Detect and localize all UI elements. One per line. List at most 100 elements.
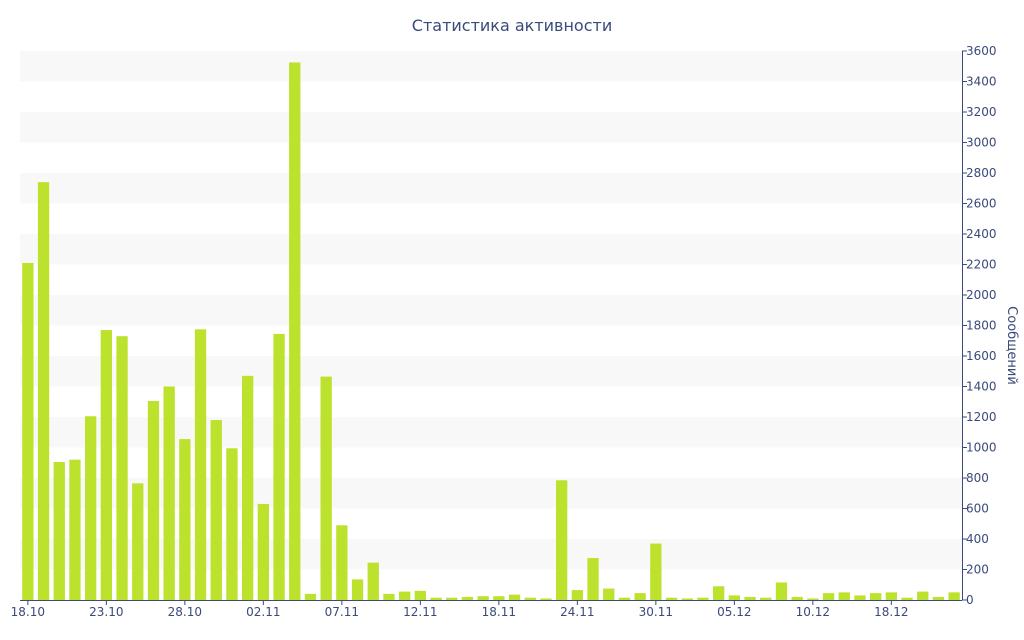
bar-series (22, 62, 960, 601)
bar-20[interactable] (336, 525, 348, 600)
bar-52[interactable] (838, 592, 850, 601)
y-tick-label: 600 (966, 502, 989, 516)
grid-band (20, 112, 962, 143)
x-tick-label: 28.10 (168, 605, 202, 619)
bar-4[interactable] (85, 416, 97, 600)
bar-35[interactable] (571, 590, 583, 600)
bar-5[interactable] (100, 330, 112, 600)
y-tick-label: 2000 (966, 288, 997, 302)
bar-37[interactable] (603, 588, 615, 600)
bar-11[interactable] (194, 329, 207, 600)
y-tick-label: 3400 (966, 75, 997, 89)
bar-8[interactable] (147, 400, 160, 600)
bar-55[interactable] (885, 592, 897, 601)
x-tick-label: 30.11 (639, 605, 673, 619)
bar-9[interactable] (163, 386, 175, 601)
bar-59[interactable] (948, 592, 960, 601)
x-tick-label: 12.11 (403, 605, 437, 619)
y-tick-label: 3000 (966, 136, 997, 150)
bar-53[interactable] (854, 595, 866, 600)
bar-32[interactable] (524, 597, 536, 600)
bar-27[interactable] (446, 597, 458, 600)
grid-bands (20, 51, 962, 570)
bar-46[interactable] (744, 596, 756, 600)
bar-24[interactable] (399, 591, 411, 600)
grid-band (20, 51, 962, 82)
grid-band (20, 356, 962, 387)
bar-44[interactable] (713, 586, 725, 600)
x-tick-label: 02.11 (246, 605, 280, 619)
bar-25[interactable] (414, 590, 426, 600)
bar-51[interactable] (822, 593, 835, 600)
bar-48[interactable] (775, 582, 788, 600)
bar-33[interactable] (540, 598, 552, 600)
bar-50[interactable] (807, 598, 819, 600)
x-tick-label: 18.12 (874, 605, 908, 619)
bar-31[interactable] (508, 594, 521, 600)
bar-54[interactable] (870, 593, 882, 600)
bar-12[interactable] (210, 420, 222, 600)
x-tick-label: 23.10 (89, 605, 123, 619)
bar-40[interactable] (650, 543, 662, 600)
chart-title: Статистика активности (412, 16, 612, 35)
bar-15[interactable] (257, 503, 269, 600)
bar-21[interactable] (351, 579, 364, 600)
bar-56[interactable] (901, 597, 913, 600)
bar-6[interactable] (116, 336, 128, 600)
bar-2[interactable] (53, 461, 65, 600)
bar-0[interactable] (22, 262, 34, 600)
bar-1[interactable] (37, 182, 50, 600)
bar-49[interactable] (791, 596, 803, 600)
bar-58[interactable] (932, 596, 945, 600)
bar-17[interactable] (289, 62, 301, 600)
bar-23[interactable] (383, 593, 395, 600)
bar-39[interactable] (634, 593, 646, 600)
y-tick-label: 1400 (966, 380, 997, 394)
bar-28[interactable] (461, 596, 474, 600)
y-tick-label: 2800 (966, 166, 997, 180)
bar-14[interactable] (242, 375, 254, 600)
bar-16[interactable] (273, 333, 285, 600)
y-tick-label: 1800 (966, 319, 997, 333)
bar-18[interactable] (304, 593, 317, 600)
y-tick-label: 3200 (966, 105, 997, 119)
x-tick-label: 05.12 (717, 605, 751, 619)
bar-42[interactable] (681, 598, 693, 600)
bar-29[interactable] (477, 596, 489, 600)
bar-13[interactable] (226, 448, 238, 600)
y-tick-labels: 0 200 400 600 800 1000 1200 1400 1600 1800 2000 220… (962, 44, 997, 607)
bar-10[interactable] (179, 439, 191, 600)
x-tick-label: 24.11 (560, 605, 594, 619)
x-tick-label: 18.11 (482, 605, 516, 619)
y-tick-label: 0 (966, 593, 974, 607)
x-tick-label: 18.10 (11, 605, 45, 619)
x-tick-labels: 18.10 23.10 28.10 02.11 07.11 12.11 18.11 24.11… (11, 600, 909, 619)
bar-34[interactable] (556, 480, 568, 600)
bar-43[interactable] (697, 597, 709, 600)
y-tick-label: 2400 (966, 227, 997, 241)
x-tick-label: 10.12 (796, 605, 830, 619)
bar-47[interactable] (760, 597, 772, 600)
bar-3[interactable] (69, 459, 81, 600)
y-axis-label: Сообщений (1004, 306, 1019, 385)
bar-36[interactable] (587, 558, 599, 600)
bar-22[interactable] (367, 562, 379, 600)
bar-57[interactable] (917, 591, 929, 600)
bar-41[interactable] (665, 597, 678, 600)
bar-7[interactable] (132, 483, 144, 600)
y-tick-label: 200 (966, 563, 989, 577)
y-tick-label: 400 (966, 532, 989, 546)
x-tick-label: 07.11 (325, 605, 359, 619)
grid-band (20, 417, 962, 448)
y-tick-label: 2600 (966, 197, 997, 211)
bar-38[interactable] (618, 597, 631, 600)
y-tick-label: 800 (966, 471, 989, 485)
bar-19[interactable] (320, 376, 332, 600)
bar-30[interactable] (493, 596, 505, 600)
bar-26[interactable] (430, 597, 442, 600)
y-tick-label: 3600 (966, 44, 997, 58)
grid-band (20, 295, 962, 326)
y-tick-label: 1000 (966, 441, 997, 455)
bar-45[interactable] (728, 595, 740, 600)
